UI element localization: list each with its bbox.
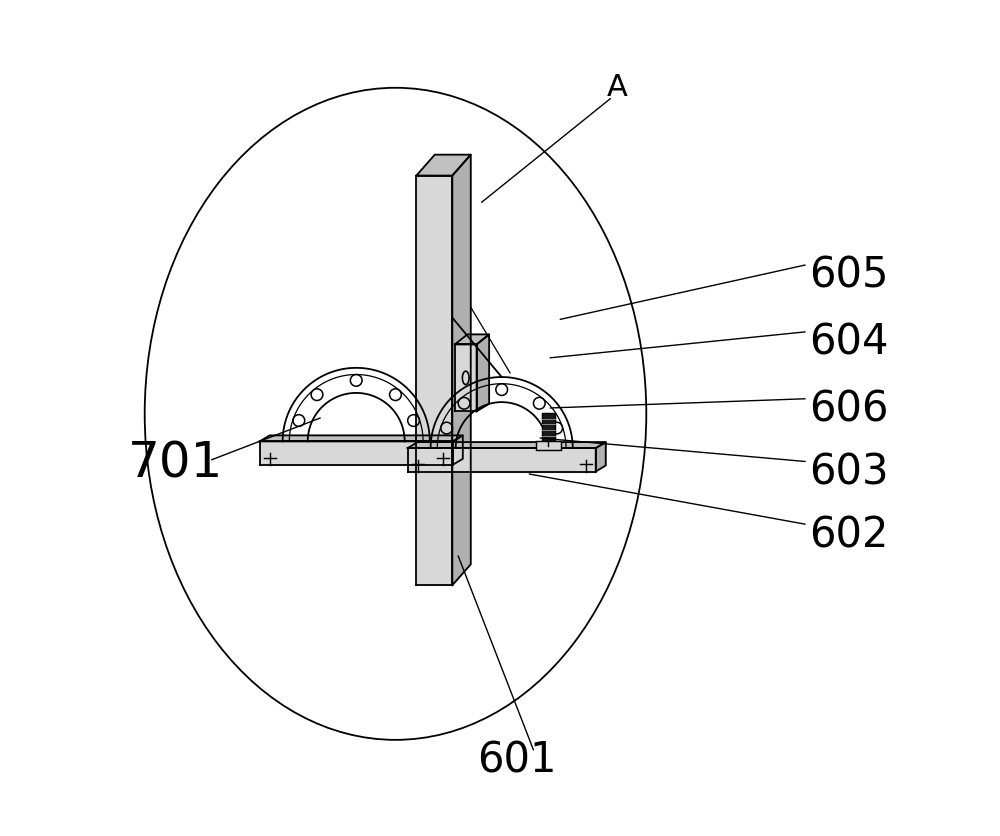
Bar <box>536 441 561 450</box>
Text: 603: 603 <box>809 451 889 493</box>
Polygon shape <box>260 436 463 441</box>
Polygon shape <box>260 441 453 465</box>
Polygon shape <box>453 436 463 465</box>
Text: 604: 604 <box>809 322 889 364</box>
Text: 606: 606 <box>809 389 889 431</box>
Polygon shape <box>416 155 471 176</box>
Polygon shape <box>455 344 477 411</box>
Polygon shape <box>452 155 471 585</box>
Bar <box>542 413 555 441</box>
Polygon shape <box>596 442 606 472</box>
Polygon shape <box>416 176 452 585</box>
Polygon shape <box>455 334 489 344</box>
Text: A: A <box>607 74 627 102</box>
Polygon shape <box>408 448 596 472</box>
Text: 601: 601 <box>477 740 556 782</box>
Polygon shape <box>477 334 489 411</box>
Polygon shape <box>408 442 606 448</box>
Text: 701: 701 <box>128 440 223 488</box>
Text: 605: 605 <box>809 255 889 297</box>
Text: 602: 602 <box>809 514 889 556</box>
